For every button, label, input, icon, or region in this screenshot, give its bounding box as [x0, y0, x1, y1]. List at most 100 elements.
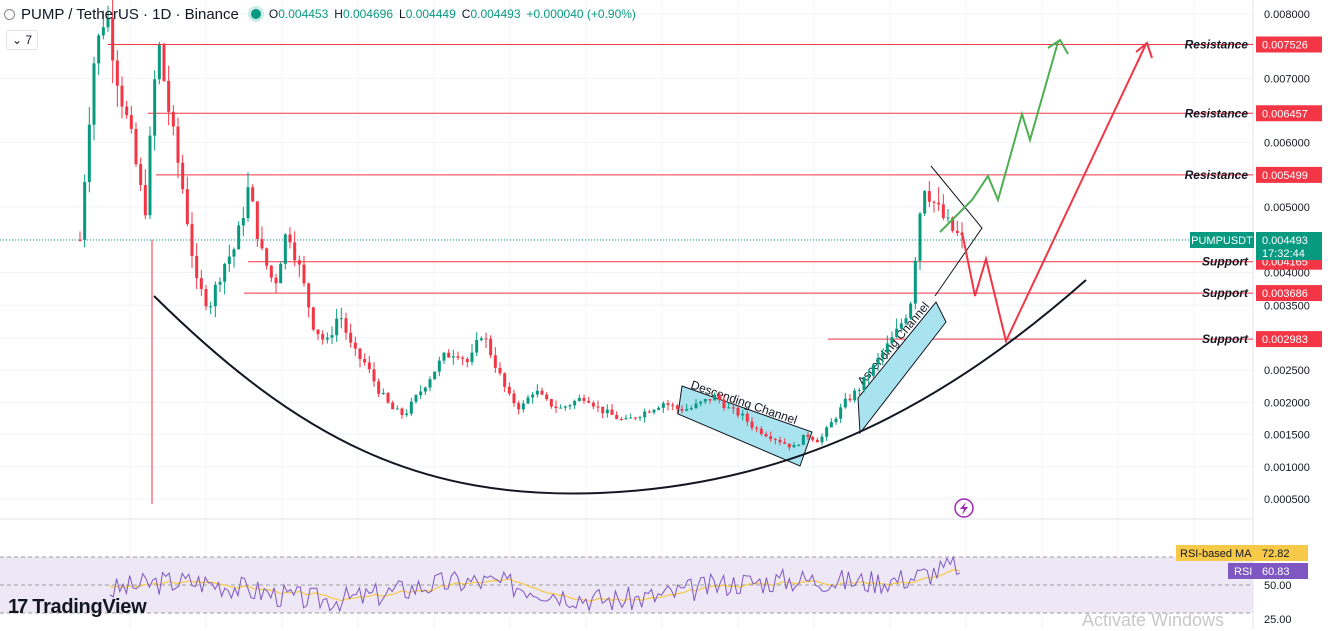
candle-body: [923, 191, 927, 214]
candle-body: [675, 405, 679, 410]
indicator-toggle-button[interactable]: ⌄ 7: [6, 30, 39, 50]
candle-body: [801, 434, 805, 445]
candle-body: [848, 398, 852, 401]
price-tick-6: 0.003500: [1264, 300, 1310, 312]
candle-body: [741, 413, 745, 416]
candle-body: [750, 421, 754, 428]
level-tag-2: [1256, 166, 1322, 183]
candle-body: [372, 369, 376, 382]
candle-body: [349, 332, 353, 343]
candle-body: [106, 17, 110, 28]
candle-body: [806, 434, 810, 437]
candle-body: [227, 256, 231, 264]
rsi-name: RSI: [1234, 566, 1252, 578]
level-tag-0: [1256, 36, 1322, 53]
candle-body: [325, 337, 329, 340]
candle-body: [554, 406, 558, 409]
candle-body: [601, 406, 605, 414]
candle-body: [759, 428, 763, 435]
candle-body: [181, 162, 185, 190]
descending-channel: [677, 385, 813, 467]
candle-body: [755, 427, 759, 429]
candle-body: [386, 393, 390, 403]
ohlc-change: +0.000040 (+0.90%): [526, 7, 636, 21]
level-value-0: 0.007526: [1262, 39, 1308, 51]
tradingview-logo-icon: 17: [8, 596, 28, 618]
candle-body: [134, 128, 138, 165]
candle-body: [213, 284, 217, 307]
candle-body: [316, 329, 320, 335]
price-tick-0: 0.000500: [1264, 494, 1310, 506]
candle-body: [839, 407, 843, 419]
candle-body: [269, 265, 273, 278]
price-tick-2: 0.001500: [1264, 430, 1310, 442]
candle-body: [876, 357, 880, 365]
candle-body: [853, 390, 857, 401]
ascending-channel: [857, 301, 947, 435]
candle-body: [568, 405, 572, 407]
candle-body: [535, 390, 539, 395]
candle-body: [503, 373, 507, 387]
candle-body: [895, 328, 899, 338]
rsi-ma-value: 72.82: [1262, 548, 1290, 560]
price-tick-9: 0.005000: [1264, 202, 1310, 214]
symbol-tag-text: PUMPUSDT: [1191, 235, 1253, 247]
candle-body: [927, 191, 931, 202]
candle-body: [521, 403, 525, 410]
candle-body: [531, 394, 535, 398]
candle-body: [652, 409, 656, 413]
candle-body: [591, 402, 595, 407]
price-tick-11: 0.007000: [1264, 73, 1310, 85]
candle-body: [493, 355, 497, 368]
candle-body: [941, 204, 945, 218]
candle-body: [596, 406, 600, 408]
level-value-2: 0.005499: [1262, 170, 1308, 182]
symbol-title[interactable]: PUMP / TetherUS · 1D · Binance: [21, 5, 239, 23]
candle-body: [657, 407, 661, 410]
candle-body: [297, 260, 301, 265]
last-price-tag: [1256, 232, 1322, 260]
countdown: 17:32:44: [1262, 248, 1305, 260]
candle-body: [484, 338, 488, 340]
candle-body: [731, 407, 735, 409]
candle-body: [115, 60, 119, 86]
candle-body: [307, 283, 311, 308]
ohlc-high: H0.004696: [334, 7, 394, 21]
candle-body: [414, 395, 418, 402]
candle-body: [171, 111, 175, 127]
candle-body: [400, 408, 404, 415]
candle-body: [633, 417, 637, 419]
candle-body: [699, 401, 703, 404]
candle-body: [78, 239, 82, 241]
projection-red: [961, 43, 1147, 344]
candle-body: [694, 403, 698, 409]
candle-body: [610, 409, 614, 415]
candle-body: [470, 352, 474, 363]
candle-body: [209, 306, 213, 308]
candle-body: [405, 413, 409, 415]
activate-windows-watermark: Activate Windows: [1082, 610, 1225, 630]
candle-body: [167, 80, 171, 112]
candle-body: [517, 403, 521, 410]
lightning-glyph: [960, 502, 968, 515]
candle-body: [423, 387, 427, 392]
level-name-3: Support: [1202, 255, 1249, 269]
candle-body: [353, 342, 357, 349]
candle-body: [932, 201, 936, 203]
candle-body: [83, 182, 87, 240]
price-tick-12: 0.008000: [1264, 9, 1310, 21]
candle-body: [951, 217, 955, 231]
candle-body: [605, 409, 609, 414]
candle-body: [881, 352, 885, 358]
candle-body: [871, 364, 875, 376]
candle-body: [218, 281, 222, 285]
candle-body: [391, 402, 395, 410]
candle-body: [582, 397, 586, 401]
candle-body: [97, 35, 101, 64]
candle-body: [479, 338, 483, 341]
candle-body: [447, 352, 451, 358]
candle-body: [587, 400, 591, 403]
candle-body: [955, 230, 959, 233]
candle-body: [101, 27, 105, 36]
